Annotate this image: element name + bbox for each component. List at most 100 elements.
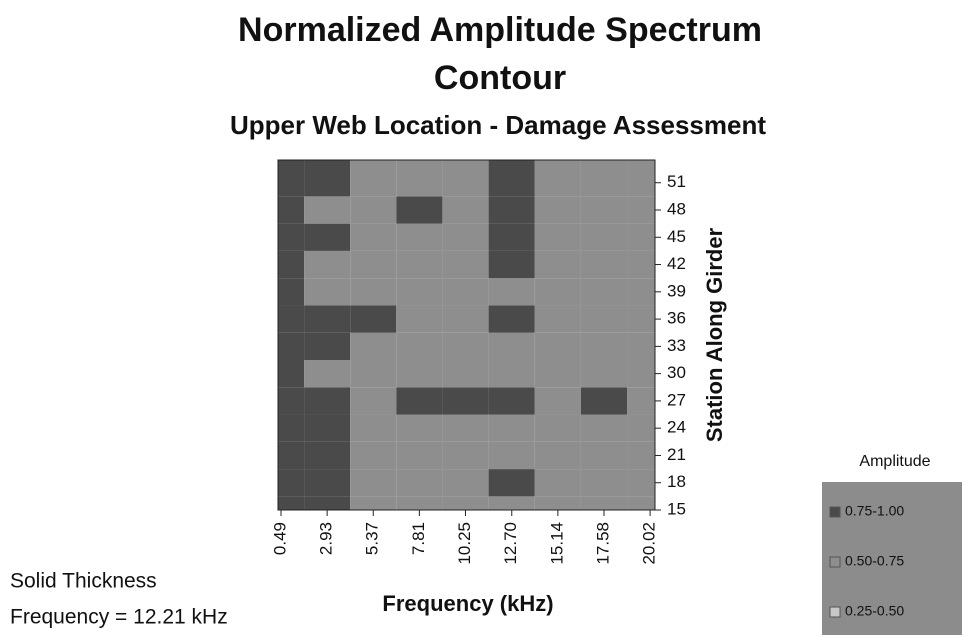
y-tick-label: 42	[667, 254, 686, 273]
contour-cell	[580, 414, 628, 442]
contour-cell	[534, 278, 581, 306]
contour-cell	[534, 414, 581, 442]
contour-cell	[534, 223, 581, 251]
x-tick-label: 0.49	[271, 522, 290, 555]
contour-cell	[304, 223, 351, 251]
contour-cell	[278, 196, 305, 224]
contour-cell	[396, 360, 443, 388]
contour-cell	[350, 160, 397, 197]
contour-cell	[278, 305, 305, 333]
contour-cell	[304, 332, 351, 360]
contour-cell	[488, 496, 535, 510]
contour-cell	[396, 278, 443, 306]
contour-cell	[627, 278, 655, 306]
contour-cell	[350, 196, 397, 224]
contour-cell	[278, 278, 305, 306]
chart-title: Contour	[434, 59, 566, 97]
contour-cell	[350, 360, 397, 388]
contour-cell	[396, 414, 443, 442]
y-tick-label: 21	[667, 445, 686, 464]
contour-cell	[304, 387, 351, 415]
legend-label: 0.75-1.00	[845, 503, 904, 519]
contour-cell	[278, 223, 305, 251]
contour-cell	[580, 496, 628, 510]
contour-cell	[304, 305, 351, 333]
contour-cell	[627, 305, 655, 333]
contour-cell	[488, 223, 535, 251]
contour-cell	[442, 360, 489, 388]
contour-cell	[627, 387, 655, 415]
contour-cell	[488, 387, 535, 415]
contour-cell	[304, 441, 351, 470]
annotation: Frequency = 12.21 kHz	[10, 606, 228, 629]
contour-cell	[442, 441, 489, 470]
x-tick-label: 7.81	[409, 522, 428, 555]
contour-cell	[304, 496, 351, 510]
x-tick-label: 5.37	[363, 522, 382, 555]
contour-cell	[442, 278, 489, 306]
contour-cell	[396, 223, 443, 251]
contour-cell	[580, 250, 628, 279]
contour-cell	[627, 250, 655, 279]
contour-cell	[534, 250, 581, 279]
contour-cell	[488, 196, 535, 224]
contour-cell	[350, 387, 397, 415]
contour-cell	[442, 469, 489, 497]
legend-label: 0.50-0.75	[845, 553, 904, 569]
contour-cell	[304, 278, 351, 306]
contour-cell	[350, 496, 397, 510]
legend-swatch	[829, 556, 841, 568]
contour-cell	[304, 414, 351, 442]
contour-cell	[488, 441, 535, 470]
contour-cell	[278, 360, 305, 388]
y-tick-label: 39	[667, 281, 686, 300]
y-tick-label: 51	[667, 172, 686, 191]
contour-cell	[442, 387, 489, 415]
chart-subtitle: Upper Web Location - Damage Assessment	[230, 110, 766, 140]
legend-box	[822, 482, 962, 635]
contour-cell	[396, 496, 443, 510]
contour-cell	[278, 387, 305, 415]
contour-area	[278, 160, 655, 510]
contour-cell	[627, 160, 655, 197]
contour-cell	[488, 305, 535, 333]
contour-cell	[350, 278, 397, 306]
contour-cell	[580, 305, 628, 333]
contour-cell	[278, 250, 305, 279]
contour-cell	[580, 387, 628, 415]
contour-cell	[350, 305, 397, 333]
contour-cell	[534, 196, 581, 224]
contour-cell	[534, 160, 581, 197]
contour-cell	[350, 250, 397, 279]
contour-cell	[442, 414, 489, 442]
contour-cell	[580, 360, 628, 388]
contour-cell	[627, 360, 655, 388]
contour-cell	[627, 332, 655, 360]
contour-cell	[442, 196, 489, 224]
contour-cell	[396, 387, 443, 415]
contour-cell	[488, 160, 535, 197]
contour-cell	[488, 250, 535, 279]
contour-cell	[350, 414, 397, 442]
plot-frame	[277, 159, 656, 511]
contour-cell	[304, 160, 351, 197]
annotation: Solid Thickness	[10, 570, 157, 593]
x-axis-label: Frequency (kHz)	[382, 591, 553, 616]
contour-cell	[350, 223, 397, 251]
y-tick-label: 15	[667, 499, 686, 518]
contour-cell	[442, 223, 489, 251]
y-tick-label: 18	[667, 472, 686, 491]
legend-label: 0.25-0.50	[845, 603, 904, 619]
x-tick-label: 15.14	[547, 522, 566, 565]
x-tick-label: 10.25	[455, 522, 474, 565]
contour-cell	[627, 469, 655, 497]
contour-cell	[580, 441, 628, 470]
y-tick-label: 27	[667, 390, 686, 409]
contour-cell	[442, 496, 489, 510]
contour-cell	[442, 332, 489, 360]
y-tick-label: 36	[667, 309, 686, 328]
contour-cell	[278, 441, 305, 470]
contour-cell	[278, 160, 305, 197]
contour-cell	[350, 469, 397, 497]
